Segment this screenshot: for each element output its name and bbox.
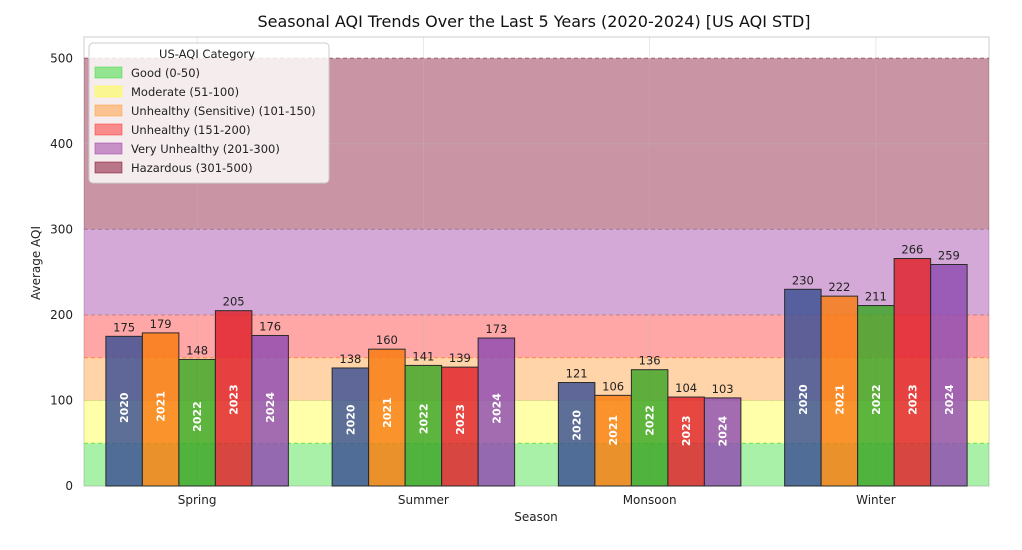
bar-value-label: 230 xyxy=(792,273,814,287)
bar-summer-2021 xyxy=(368,348,406,487)
bar-year-label: 2020 xyxy=(344,404,357,435)
bar-year-label: 2024 xyxy=(490,393,503,424)
bar-monsoon-2023 xyxy=(667,396,705,487)
y-tick-label: 0 xyxy=(65,479,73,493)
bar-year-label: 2020 xyxy=(797,384,810,415)
bar-spring-2023 xyxy=(214,310,253,487)
bar-value-label: 222 xyxy=(828,280,850,294)
bar-value-label: 104 xyxy=(675,381,697,395)
bar-winter-2021 xyxy=(820,295,859,487)
bar-value-label: 259 xyxy=(938,248,960,262)
x-tick-label: Monsoon xyxy=(623,493,677,507)
bar-value-label: 103 xyxy=(712,382,734,396)
legend-label: Unhealthy (151-200) xyxy=(131,123,251,137)
bar-year-label: 2022 xyxy=(644,405,657,436)
x-tick-label: Summer xyxy=(398,493,449,507)
bar-summer-2022 xyxy=(404,364,443,487)
y-tick-label: 500 xyxy=(50,51,73,65)
bar-value-label: 175 xyxy=(113,320,135,334)
y-axis-title: Average AQI xyxy=(29,226,43,300)
bar-spring-2021 xyxy=(141,332,180,487)
bar-value-label: 176 xyxy=(259,319,281,333)
legend-label: Hazardous (301-500) xyxy=(131,161,253,175)
bar-monsoon-2021 xyxy=(594,394,632,487)
bar-value-label: 211 xyxy=(865,290,887,304)
bar-year-label: 2023 xyxy=(454,404,467,435)
bar-value-label: 160 xyxy=(376,333,398,347)
legend-swatch xyxy=(94,123,123,136)
bar-value-label: 138 xyxy=(339,352,361,366)
bar-value-label: 121 xyxy=(566,367,588,381)
legend-swatch xyxy=(94,161,123,174)
bar-value-label: 148 xyxy=(186,343,208,357)
bar-year-label: 2024 xyxy=(943,384,956,415)
legend-swatch xyxy=(94,104,123,117)
bar-year-label: 2021 xyxy=(607,415,620,446)
bar-year-label: 2024 xyxy=(717,415,730,446)
bar-year-label: 2020 xyxy=(571,410,584,441)
bar-winter-2024 xyxy=(930,263,968,487)
legend-label: Very Unhealthy (201-300) xyxy=(131,142,280,156)
x-axis-title: Season xyxy=(514,510,558,524)
chart-title: Seasonal AQI Trends Over the Last 5 Year… xyxy=(257,12,810,31)
legend-swatch xyxy=(94,66,123,79)
bar-value-label: 266 xyxy=(901,243,923,257)
bar-value-label: 179 xyxy=(150,317,172,331)
bar-monsoon-2024 xyxy=(703,397,742,487)
legend-swatch xyxy=(94,85,123,98)
legend-swatch xyxy=(94,142,123,155)
bar-year-label: 2021 xyxy=(381,397,394,428)
bar-year-label: 2021 xyxy=(155,391,168,422)
plot-area: 0 100 200 300 400 500 175 2020 179 2021 148 2022 205… xyxy=(50,36,990,507)
x-tick-label: Winter xyxy=(856,493,896,507)
bar-year-label: 2022 xyxy=(417,403,430,434)
bar-value-label: 139 xyxy=(449,351,471,365)
legend-label: Unhealthy (Sensitive) (101-150) xyxy=(131,104,316,118)
bar-summer-2023 xyxy=(441,366,479,487)
bar-value-label: 141 xyxy=(412,349,434,363)
bar-year-label: 2020 xyxy=(118,392,131,423)
bar-year-label: 2023 xyxy=(906,384,919,415)
legend-box xyxy=(88,42,330,184)
bar-monsoon-2020 xyxy=(557,382,596,487)
bar-summer-2024 xyxy=(477,337,516,487)
bar-winter-2023 xyxy=(893,258,932,487)
y-tick-label: 400 xyxy=(50,137,73,151)
y-tick-label: 300 xyxy=(50,222,73,236)
y-tick-label: 200 xyxy=(50,308,73,322)
legend-label: Moderate (51-100) xyxy=(131,85,239,99)
legend-title: US-AQI Category xyxy=(159,47,255,61)
bar-year-label: 2022 xyxy=(191,401,204,432)
y-tick-label: 100 xyxy=(50,393,73,407)
bar-spring-2022 xyxy=(178,358,216,487)
bar-year-label: 2023 xyxy=(680,416,693,447)
bar-year-label: 2022 xyxy=(870,384,883,415)
bar-value-label: 173 xyxy=(485,322,507,336)
x-tick-label: Spring xyxy=(178,493,217,507)
bar-year-label: 2024 xyxy=(264,392,277,423)
bar-year-label: 2021 xyxy=(833,384,846,415)
bar-value-label: 106 xyxy=(602,379,624,393)
bar-winter-2022 xyxy=(857,305,895,487)
bar-year-label: 2023 xyxy=(228,384,241,415)
bar-value-label: 205 xyxy=(223,295,245,309)
legend: US-AQI Category Good (0-50) Moderate (51-1… xyxy=(88,42,330,184)
legend-label: Good (0-50) xyxy=(131,66,200,80)
bar-spring-2024 xyxy=(251,334,289,487)
bar-value-label: 136 xyxy=(639,354,661,368)
